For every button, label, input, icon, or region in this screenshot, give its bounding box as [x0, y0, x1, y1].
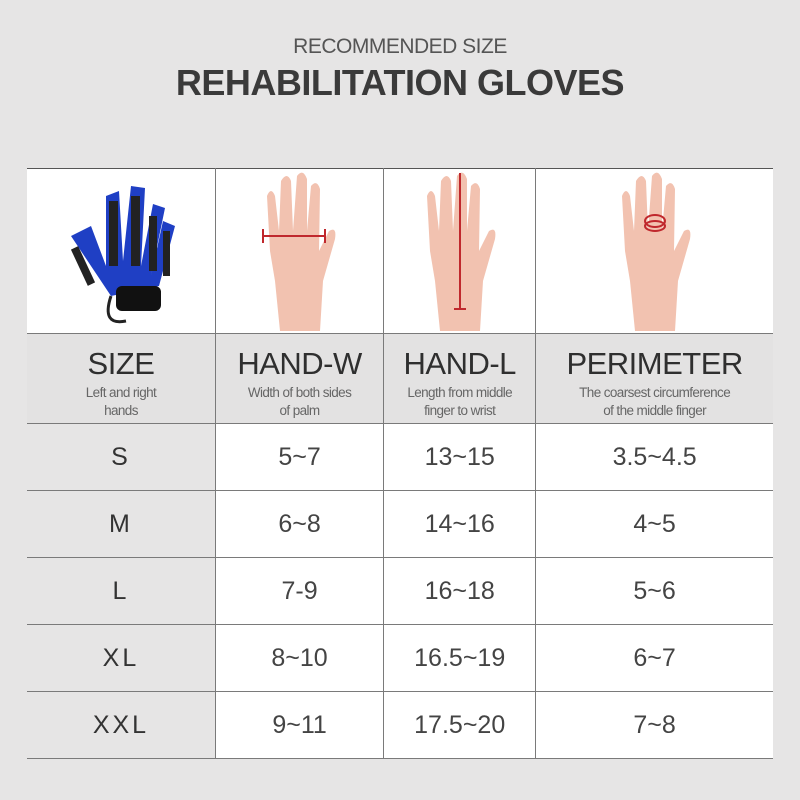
hand-w-cell: 7-9	[214, 557, 385, 625]
desc-line: hands	[104, 403, 138, 418]
perimeter-cell: 3.5~4.5	[535, 423, 773, 491]
desc-line: of the middle finger	[603, 403, 707, 418]
desc-line: of palm	[279, 403, 321, 418]
perimeter-cell: 5~6	[535, 557, 773, 625]
hand-width-diagram	[214, 168, 385, 334]
perimeter-cell: 4~5	[535, 490, 773, 558]
glove-image	[27, 168, 216, 334]
desc-line: The coarsest circumference	[579, 385, 731, 400]
size-chart-table: SIZE Left and right hands HAND-W Width of b…	[27, 168, 773, 759]
column-header-hand-w: HAND-W Width of both sides of palm	[214, 333, 385, 424]
column-title: HAND-L	[403, 346, 517, 381]
desc-line: Length from middle	[407, 385, 513, 400]
hand-length-diagram	[383, 168, 537, 334]
perimeter-cell: 7~8	[535, 691, 773, 759]
column-title: HAND-W	[237, 346, 362, 381]
desc-line: finger to wrist	[424, 403, 496, 418]
page-title: REHABILITATION GLOVES	[175, 62, 625, 103]
column-header-size: SIZE Left and right hands	[27, 333, 216, 424]
table-row: M 6~8 14~16 4~5	[27, 490, 773, 558]
size-cell: XXL	[27, 691, 216, 759]
column-title: PERIMETER	[566, 346, 743, 381]
size-cell: XL	[27, 624, 216, 692]
hand-l-cell: 14~16	[383, 490, 537, 558]
size-cell: L	[27, 557, 216, 625]
column-title: SIZE	[87, 346, 155, 381]
perimeter-cell: 6~7	[535, 624, 773, 692]
column-desc: Left and right hands	[27, 384, 215, 420]
hand-l-cell: 16.5~19	[383, 624, 537, 692]
size-cell: M	[27, 490, 216, 558]
column-header-hand-l: HAND-L Length from middle finger to wrist	[383, 333, 537, 424]
image-row	[27, 168, 773, 334]
finger-perimeter-diagram	[535, 168, 773, 334]
header-row: SIZE Left and right hands HAND-W Width of b…	[27, 333, 773, 424]
table-row: XXL 9~11 17.5~20 7~8	[27, 691, 773, 759]
hand-l-cell: 13~15	[383, 423, 537, 491]
desc-line: Left and right	[85, 385, 157, 400]
table-row: XL 8~10 16.5~19 6~7	[27, 624, 773, 692]
hand-w-cell: 6~8	[214, 490, 385, 558]
desc-line: Width of both sides	[247, 385, 352, 400]
hand-w-cell: 8~10	[214, 624, 385, 692]
column-desc: The coarsest circumference of the middle …	[536, 384, 773, 420]
column-desc: Length from middle finger to wrist	[384, 384, 535, 420]
size-cell: S	[27, 423, 216, 491]
hand-l-cell: 16~18	[383, 557, 537, 625]
column-desc: Width of both sides of palm	[216, 384, 383, 420]
subtitle: RECOMMENDED SIZE	[293, 35, 507, 58]
table-row: S 5~7 13~15 3.5~4.5	[27, 423, 773, 491]
table-row: L 7-9 16~18 5~6	[27, 557, 773, 625]
hand-w-cell: 9~11	[214, 691, 385, 759]
column-header-perimeter: PERIMETER The coarsest circumference of th…	[535, 333, 773, 424]
hand-w-cell: 5~7	[214, 423, 385, 491]
hand-l-cell: 17.5~20	[383, 691, 537, 759]
